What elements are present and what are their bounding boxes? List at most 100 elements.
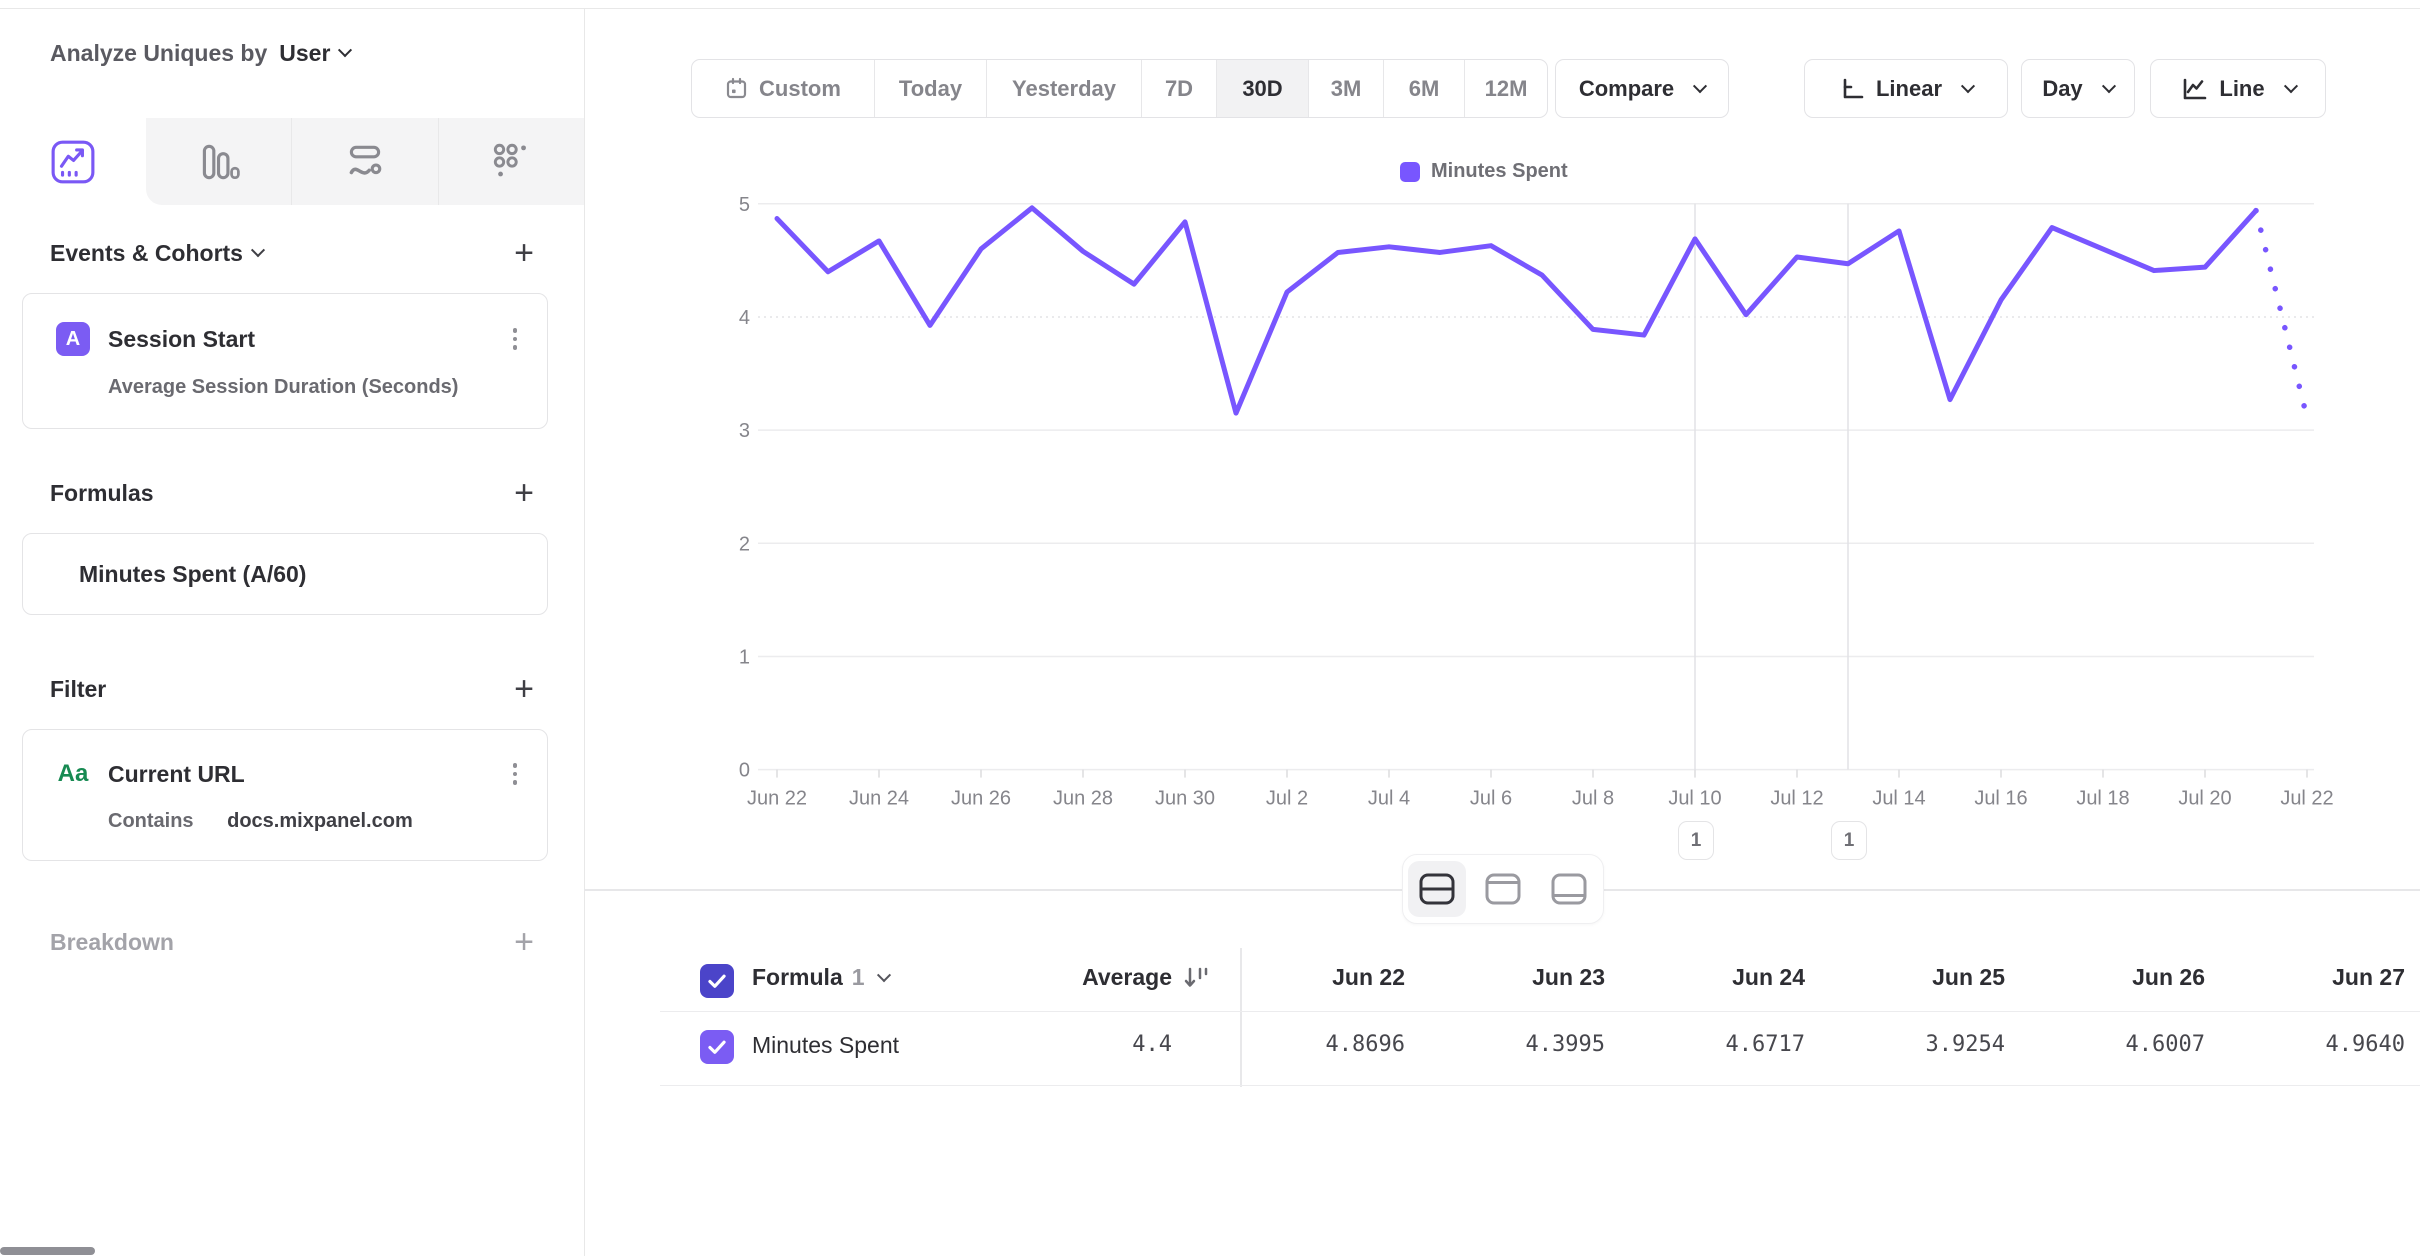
compare-label: Compare (1578, 75, 1675, 101)
date-range-yesterday[interactable]: Yesterday (986, 60, 1141, 117)
table-header-separator (660, 1011, 2420, 1012)
kebab-menu-icon[interactable] (509, 324, 522, 354)
sort-descending-icon[interactable] (1182, 966, 1214, 990)
date-range-custom[interactable]: Custom (692, 60, 874, 117)
tab-grid[interactable] (437, 118, 585, 205)
filter-property-name[interactable]: Current URL (108, 760, 245, 787)
annotation-badge-jul-13[interactable]: 1 (1831, 821, 1867, 860)
column-header-jun-22[interactable]: Jun 22 (1332, 964, 1405, 990)
split-view-button[interactable] (1408, 861, 1466, 917)
annotation-badge-jul-10[interactable]: 1 (1678, 821, 1714, 860)
date-range-label: Custom (759, 75, 841, 101)
inactive-tabs-group (145, 118, 585, 205)
date-range-label: 30D (1242, 75, 1283, 101)
column-header-jun-26[interactable]: Jun 26 (2132, 964, 2205, 990)
checkbox-check-icon (708, 974, 726, 988)
chevron-down-icon (876, 967, 891, 982)
property-type-badge: Aa (57, 760, 89, 787)
formulas-title: Formulas (50, 479, 154, 506)
average-value: 4.4 (1132, 1032, 1172, 1057)
column-header-jun-24[interactable]: Jun 24 (1732, 964, 1805, 990)
svg-text:Jul 2: Jul 2 (1266, 788, 1308, 810)
svg-text:Jul 14: Jul 14 (1872, 788, 1925, 810)
column-header-jun-25[interactable]: Jun 25 (1932, 964, 2005, 990)
svg-text:Jul 10: Jul 10 (1668, 788, 1721, 810)
svg-text:5: 5 (739, 194, 750, 216)
analyze-uniques-value[interactable]: User (279, 39, 331, 66)
line-chart-icon (2184, 78, 2207, 99)
svg-text:Jul 16: Jul 16 (1974, 788, 2027, 810)
line-chart[interactable]: 0 1 2 3 4 5 Jun 22 Jun 24 Jun 26 Jun 28 Jun 30 Jul … (584, 0, 2420, 850)
bar-chart-icon (203, 144, 240, 179)
tab-insights[interactable] (0, 118, 146, 205)
chart-panel-view-button[interactable] (1474, 861, 1532, 917)
cell-value: 4.9640 (2325, 1032, 2405, 1057)
granularity-button[interactable]: Day (2021, 59, 2135, 118)
add-formula-button[interactable]: + (514, 474, 534, 512)
svg-text:Jul 4: Jul 4 (1368, 788, 1410, 810)
date-range-6m[interactable]: 6M (1383, 60, 1464, 117)
event-aggregation[interactable]: Average Session Duration (Seconds) (108, 376, 459, 398)
date-range-label: 7D (1164, 75, 1194, 101)
select-all-checkbox[interactable] (700, 964, 734, 998)
kebab-menu-icon[interactable] (509, 759, 522, 789)
calendar-icon (726, 77, 747, 98)
formula-expression[interactable]: Minutes Spent (A/60) (79, 560, 307, 587)
add-breakdown-button[interactable]: + (514, 923, 534, 961)
column-header-jun-23[interactable]: Jun 23 (1532, 964, 1605, 990)
tab-flows[interactable] (291, 118, 438, 205)
date-range-7d[interactable]: 7D (1141, 60, 1216, 117)
date-range-30d[interactable]: 30D (1216, 60, 1308, 117)
scrollbar-thumb[interactable] (0, 1247, 95, 1255)
table-panel-view-button[interactable] (1540, 861, 1598, 917)
report-main-panel: Custom Today Yesterday 7D 30D 3M 6M 12M Compare… (584, 0, 2420, 1256)
svg-text:Jul 6: Jul 6 (1470, 788, 1512, 810)
event-letter-badge: A (56, 322, 90, 356)
add-event-button[interactable]: + (514, 234, 534, 272)
filter-section-header: Filter + (50, 671, 534, 707)
chevron-down-icon[interactable] (250, 243, 266, 258)
events-cohorts-section-header: Events & Cohorts + (50, 235, 534, 271)
scale-selector-button[interactable]: Linear (1804, 59, 2008, 118)
date-range-today[interactable]: Today (874, 60, 986, 117)
date-range-label: 3M (1330, 75, 1362, 101)
formula-card[interactable]: Minutes Spent (A/60) (22, 533, 548, 615)
breakdown-section-header: Breakdown + (50, 924, 534, 960)
cell-value: 4.3995 (1525, 1032, 1605, 1057)
tab-bar-chart[interactable] (146, 118, 292, 205)
event-card-session-start[interactable]: A Session Start Average Session Duration… (22, 293, 548, 429)
average-column-header[interactable]: Average (1082, 964, 1172, 990)
checkbox-check-icon (708, 1040, 726, 1054)
event-name[interactable]: Session Start (108, 325, 255, 352)
table-panel-icon (1551, 873, 1587, 905)
chart-legend[interactable]: Minutes Spent (1400, 160, 1568, 183)
add-filter-button[interactable]: + (514, 670, 534, 708)
svg-text:0: 0 (739, 760, 750, 782)
filter-operator[interactable]: Contains (108, 810, 194, 832)
events-cohorts-title: Events & Cohorts (50, 239, 243, 266)
svg-text:Jul 20: Jul 20 (2178, 788, 2231, 810)
granularity-label: Day (2042, 75, 2083, 101)
cell-value: 4.6007 (2125, 1032, 2205, 1057)
compare-button[interactable]: Compare (1555, 59, 1729, 118)
svg-text:Jul 22: Jul 22 (2280, 788, 2333, 810)
svg-text:1: 1 (739, 646, 750, 668)
column-header-jun-27[interactable]: Jun 27 (2332, 964, 2405, 990)
row-checkbox[interactable] (700, 1030, 734, 1064)
date-range-3m[interactable]: 3M (1308, 60, 1383, 117)
analyze-uniques-selector[interactable]: Analyze Uniques by User (50, 33, 353, 73)
scale-label: Linear (1875, 75, 1943, 101)
filter-value[interactable]: docs.mixpanel.com (227, 810, 413, 832)
formula-column-header[interactable]: Formula 1 (752, 964, 891, 991)
filter-card-current-url[interactable]: Aa Current URL Contains docs.mixpanel.co… (22, 729, 548, 861)
legend-label: Minutes Spent (1431, 160, 1568, 182)
cell-value: 3.9254 (1925, 1032, 2005, 1057)
svg-text:2: 2 (739, 533, 750, 555)
formulas-section-header: Formulas + (50, 475, 534, 511)
chart-type-button[interactable]: Line (2150, 59, 2326, 118)
date-range-12m[interactable]: 12M (1464, 60, 1547, 117)
legend-swatch (1400, 161, 1420, 182)
axis-icon (1843, 78, 1864, 98)
svg-text:4: 4 (739, 307, 750, 329)
series-row-label[interactable]: Minutes Spent (752, 1032, 900, 1058)
